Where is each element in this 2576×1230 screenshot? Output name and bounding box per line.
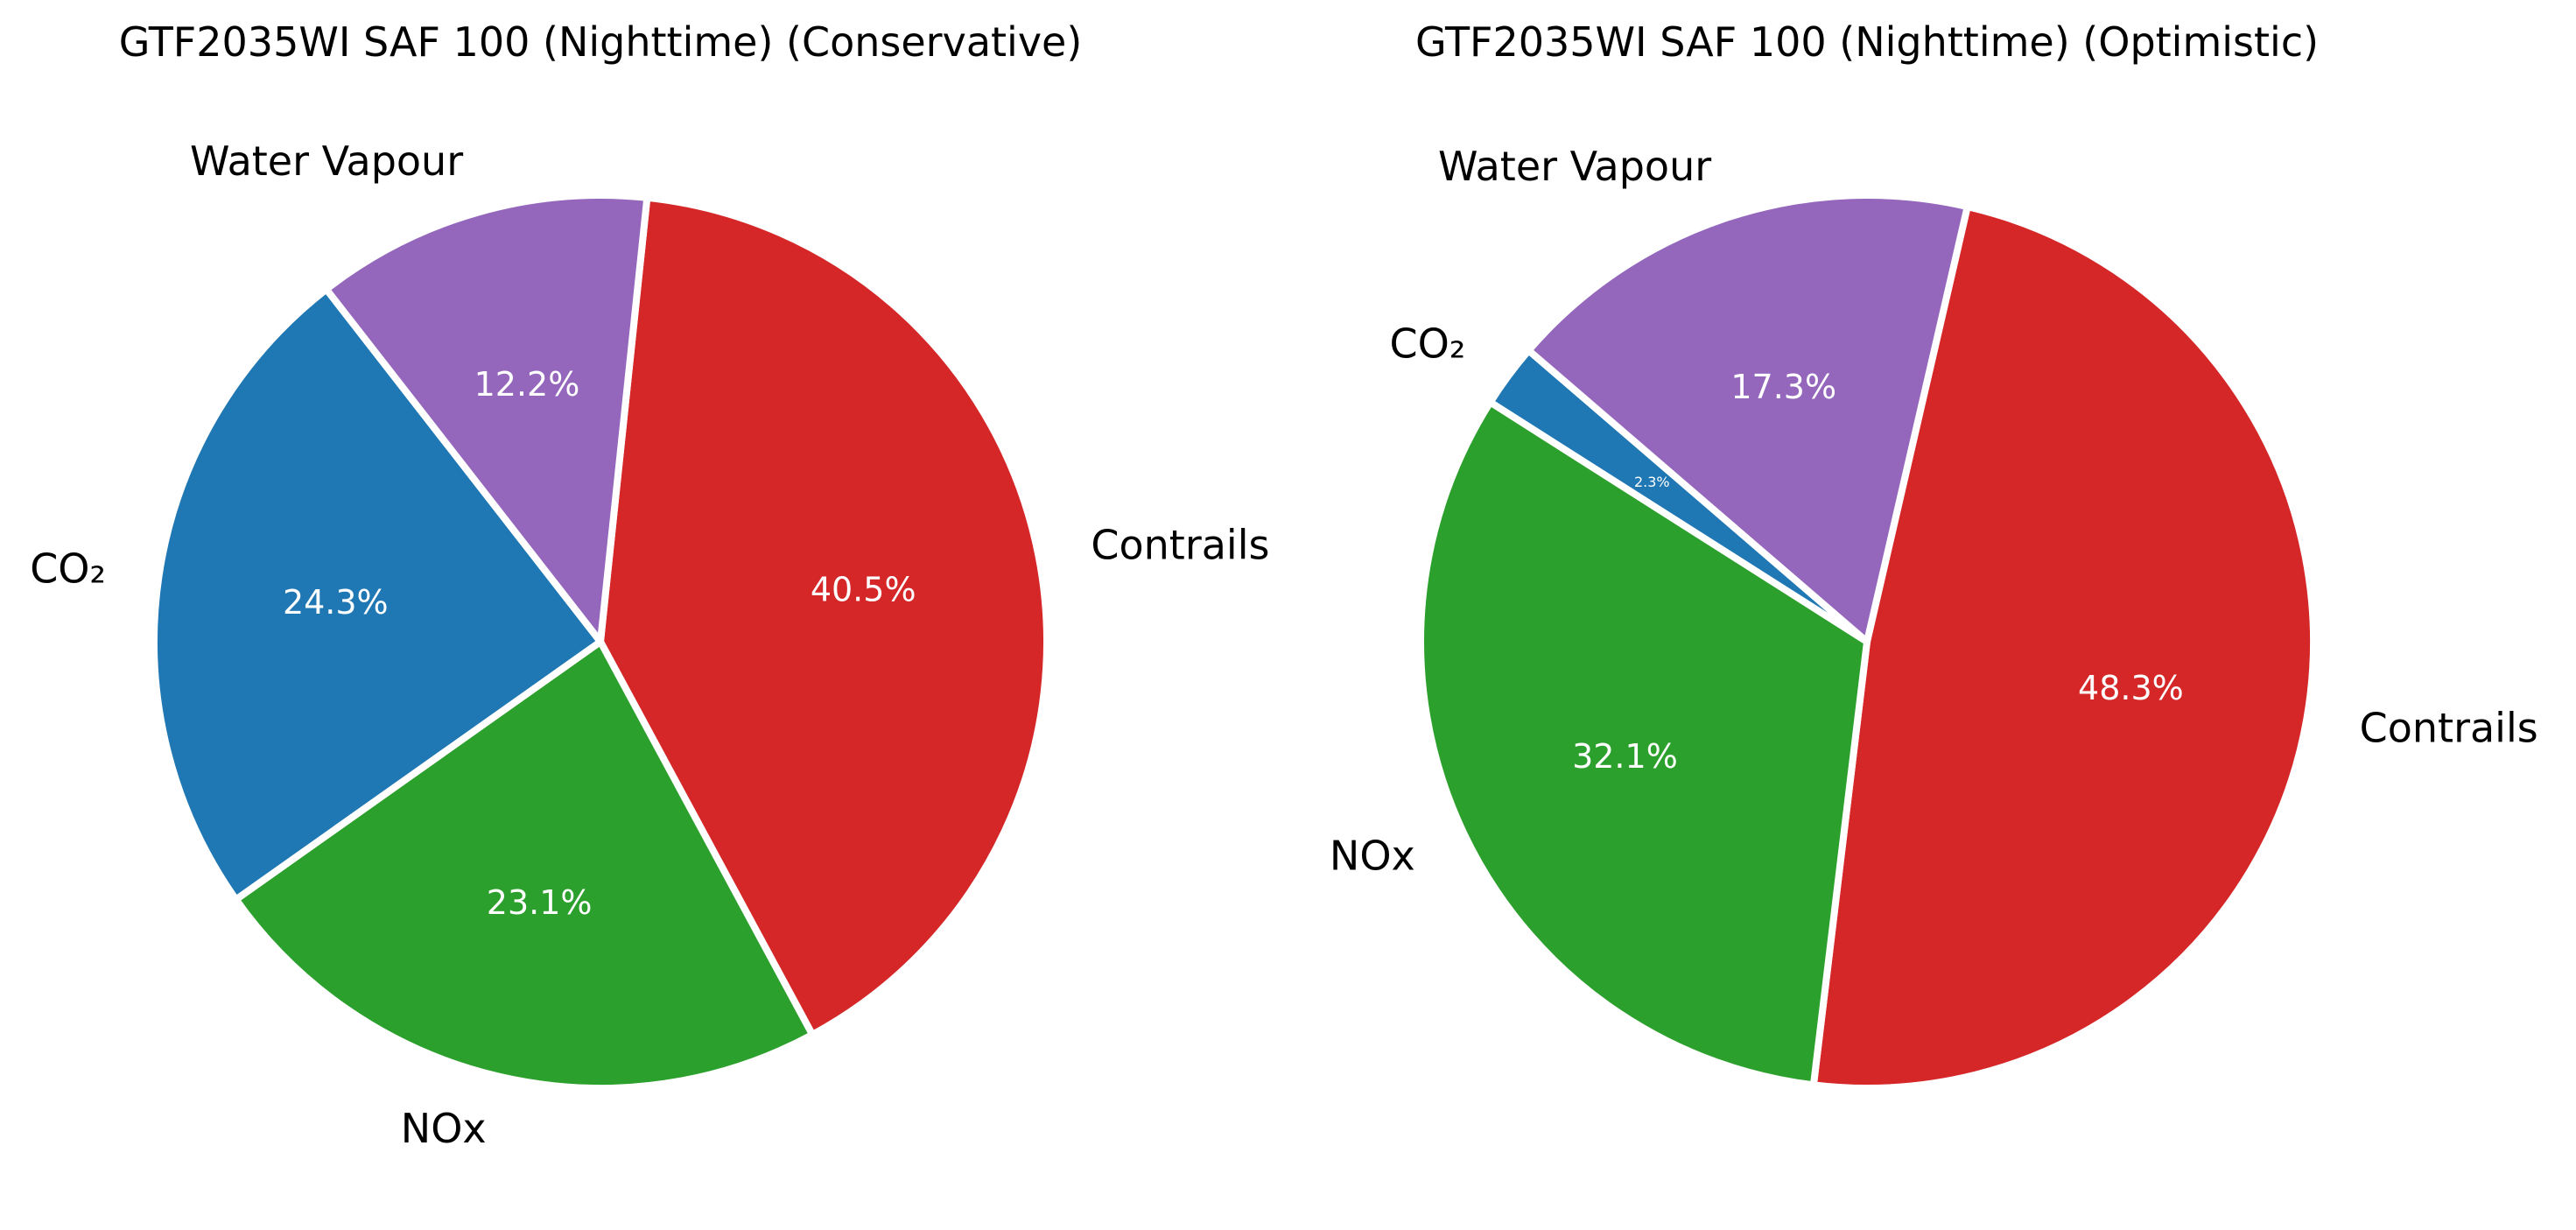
pie-category-label: CO₂ (30, 545, 106, 592)
pie-percent-label: 23.1% (487, 883, 593, 922)
pie-slice-co (151, 285, 604, 903)
pie-percent-label: 17.3% (1730, 368, 1836, 406)
pie-category-label: NOx (1330, 832, 1415, 879)
pie-category-label: NOx (401, 1105, 487, 1152)
pie-wedges: 48.3% 32.1% 2.3% 17.3% (1417, 192, 2318, 1092)
pie-percent-label: 32.1% (1572, 737, 1678, 776)
pie-percent-label: 48.3% (2078, 669, 2184, 707)
pie-labels: Contrails NOx CO₂ Water Vapour (1330, 143, 2538, 879)
pie-slice-nox (232, 638, 817, 1092)
pie-slice-contrails (1809, 203, 2318, 1092)
pie-percent-label: 2.3% (1634, 474, 1670, 490)
pie-percent-label: 12.2% (474, 365, 580, 404)
pie-category-label: Water Vapour (190, 137, 463, 185)
pie-slice-contrails (597, 193, 1050, 1038)
pie-category-label: CO₂ (1390, 320, 1466, 368)
pie-slice-water-vapour (1525, 192, 1971, 645)
chart-title: GTF2035WI SAF 100 (Nighttime) (Optimisti… (1415, 18, 2319, 66)
pie-category-label: Contrails (1091, 521, 1269, 568)
chart-title: GTF2035WI SAF 100 (Nighttime) (Conservat… (119, 18, 1083, 66)
pie-chart-optimistic: GTF2035WI SAF 100 (Nighttime) (Optimisti… (1330, 18, 2538, 1092)
pie-percent-label: 40.5% (811, 571, 916, 609)
pie-category-label: Contrails (2360, 705, 2538, 752)
pie-category-label: Water Vapour (1438, 143, 1711, 190)
pie-chart-conservative: GTF2035WI SAF 100 (Nighttime) (Conservat… (30, 18, 1269, 1152)
pie-percent-label: 24.3% (283, 583, 389, 622)
pie-slice-water-vapour (322, 192, 651, 645)
pie-labels: Contrails NOx CO₂ Water Vapour (30, 137, 1269, 1152)
pie-wedges: 40.5% 23.1% 24.3% 12.2% (151, 192, 1050, 1092)
